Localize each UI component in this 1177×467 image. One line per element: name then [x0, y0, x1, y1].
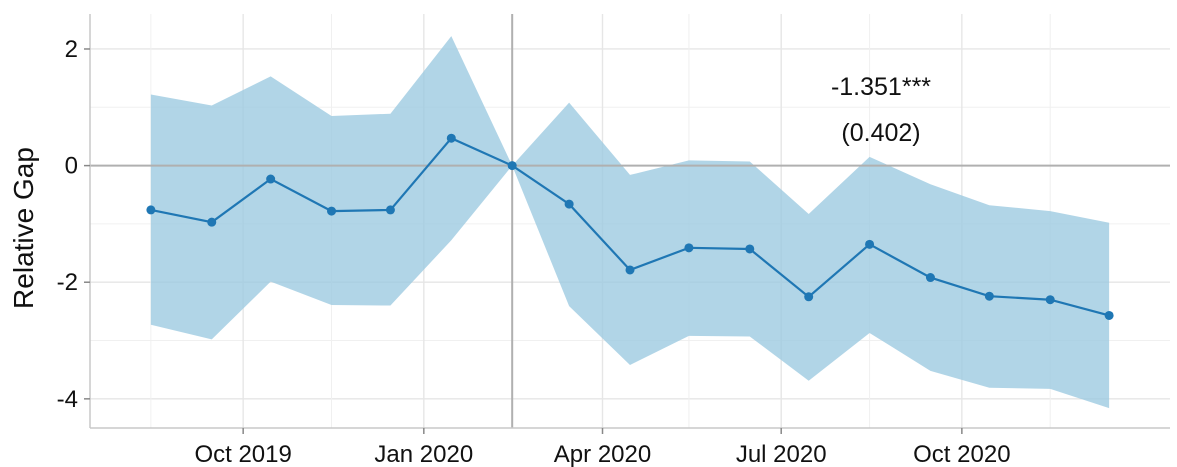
- data-point: [684, 243, 694, 253]
- data-point: [385, 205, 395, 215]
- data-point: [327, 206, 337, 216]
- x-tick-label: Oct 2020: [913, 441, 1010, 467]
- data-point: [625, 265, 635, 275]
- standard-error-annotation: (0.402): [841, 119, 920, 147]
- data-point: [745, 244, 755, 254]
- x-tick-label: Jul 2020: [736, 441, 827, 467]
- data-point: [865, 239, 875, 249]
- y-tick-labels: 2 0 -2 -4: [57, 36, 78, 413]
- data-point: [146, 205, 156, 215]
- coefficient-annotation: -1.351***: [831, 73, 931, 101]
- y-tick-label: -4: [57, 386, 78, 413]
- data-point: [507, 161, 517, 171]
- y-axis-title: Relative Gap: [8, 147, 39, 309]
- data-point: [266, 174, 276, 184]
- data-point: [1104, 310, 1114, 320]
- data-point: [207, 217, 217, 227]
- data-point: [804, 292, 814, 302]
- axes: [84, 14, 1170, 434]
- data-point: [446, 133, 456, 143]
- x-tick-label: Apr 2020: [554, 441, 651, 467]
- reference-lines: [90, 14, 1170, 428]
- data-point: [1045, 295, 1055, 305]
- data-point: [564, 199, 574, 209]
- data-points: [146, 133, 1114, 320]
- confidence-band: [150, 36, 1110, 409]
- x-tick-label: Jan 2020: [374, 441, 473, 467]
- data-point: [925, 273, 935, 283]
- x-tick-label: Oct 2019: [194, 441, 291, 467]
- x-tick-labels: Oct 2019 Jan 2020 Apr 2020 Jul 2020 Oct 2020: [194, 441, 1010, 467]
- y-tick-label: -2: [57, 269, 78, 296]
- y-tick-label: 2: [65, 36, 78, 63]
- y-tick-label: 0: [65, 153, 78, 180]
- data-point: [984, 291, 994, 301]
